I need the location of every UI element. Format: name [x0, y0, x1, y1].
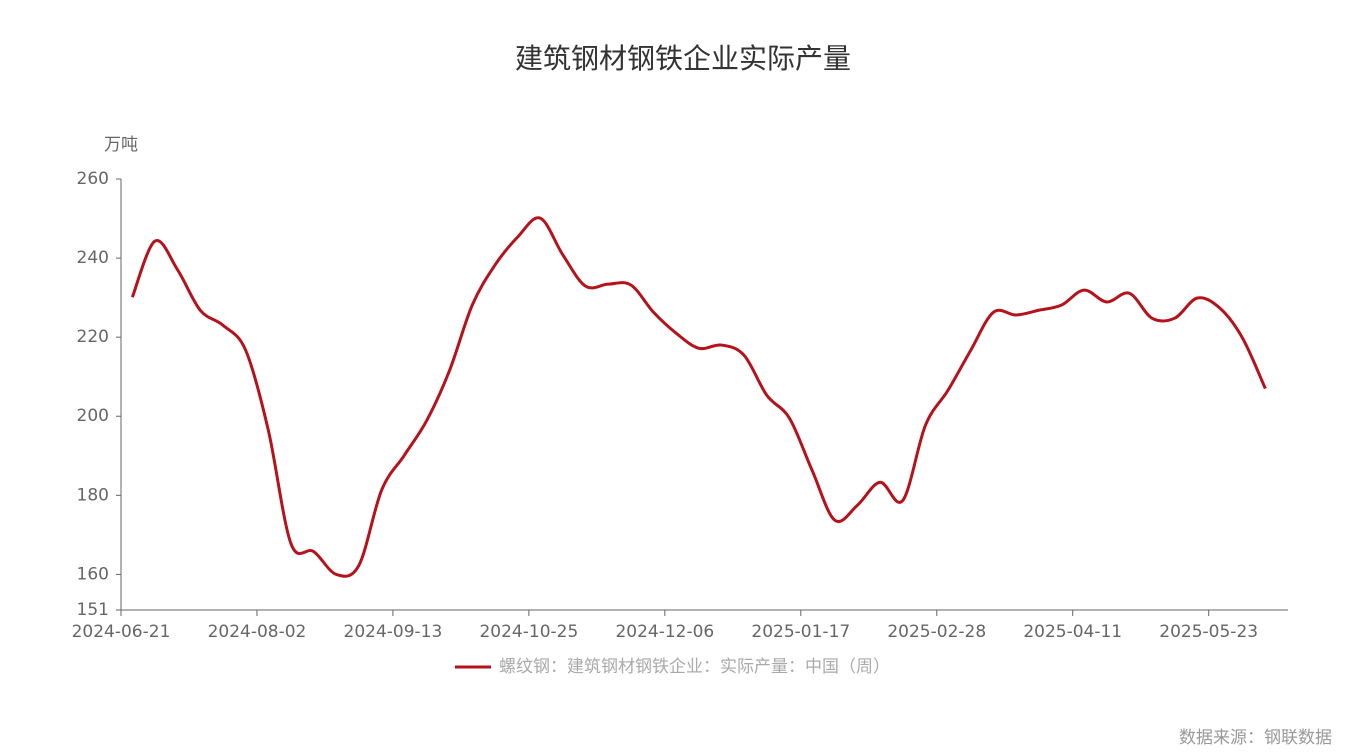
x-tick-label: 2025-02-28	[887, 622, 986, 642]
chart-title: 建筑钢材钢铁企业实际产量	[515, 42, 851, 75]
y-tick-label: 260	[77, 169, 109, 189]
x-tick-label: 2024-12-06	[615, 622, 714, 642]
legend-label: 螺纹钢：建筑钢材钢铁企业：实际产量：中国（周）	[499, 657, 890, 677]
y-tick-label: 151	[77, 600, 109, 620]
x-tick-label: 2025-05-23	[1159, 622, 1258, 642]
x-tick-label: 2024-10-25	[479, 622, 578, 642]
y-tick-label: 200	[77, 406, 109, 426]
y-axis-label: 万吨	[104, 135, 138, 155]
y-tick-label: 160	[77, 564, 109, 584]
x-tick-label: 2025-01-17	[751, 622, 850, 642]
y-tick-label: 220	[77, 327, 109, 347]
x-tick-label: 2025-04-11	[1023, 622, 1122, 642]
y-tick-label: 180	[77, 485, 109, 505]
x-tick-label: 2024-06-21	[72, 622, 171, 642]
y-tick-label: 240	[77, 248, 109, 268]
source-note: 数据来源：钢联数据	[1179, 728, 1332, 748]
x-tick-label: 2024-09-13	[344, 622, 443, 642]
x-tick-label: 2024-08-02	[208, 622, 307, 642]
data-line	[130, 216, 1267, 578]
